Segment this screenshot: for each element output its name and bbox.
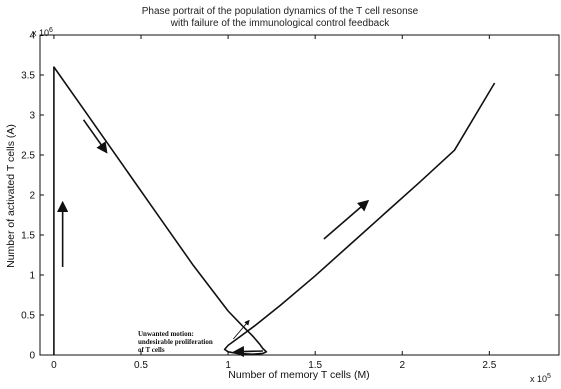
y-axis-label: Number of activated T cells (A) — [5, 124, 17, 268]
x-multiplier-label: x 105 — [530, 373, 551, 384]
x-multiplier-base: x 10 — [530, 374, 547, 384]
x-axis: 0 0.5 1 1.5 2 2.5 — [51, 35, 497, 371]
x-tick-label: 1.5 — [308, 360, 322, 371]
annotation-line-2: undesirable proliferation — [138, 338, 213, 346]
plot-area — [39, 34, 560, 356]
y-tick-label: 2 — [29, 191, 35, 202]
y-multiplier-base: x 10 — [32, 28, 49, 38]
y-tick-label: 1 — [29, 271, 35, 282]
y-tick-label: 1.5 — [21, 231, 35, 242]
y-tick-label: 3.5 — [21, 71, 35, 82]
x-tick-label: 0 — [51, 360, 57, 371]
annotation-line-3: of T cells — [138, 346, 165, 354]
trajectory-line — [53, 66, 496, 355]
direction-arrow — [232, 345, 263, 358]
y-multiplier-exponent: 6 — [49, 27, 53, 34]
y-tick-label: 2.5 — [21, 151, 35, 162]
y-tick-label: 0 — [29, 351, 35, 362]
x-tick-label: 2.5 — [482, 360, 496, 371]
y-multiplier-label: x 106 — [32, 27, 53, 38]
direction-arrow — [323, 199, 370, 240]
direction-arrows — [57, 119, 370, 358]
y-tick-label: 4 — [29, 31, 35, 42]
direction-arrow — [82, 119, 108, 154]
x-multiplier-exponent: 5 — [547, 373, 551, 380]
y-tick-label: 0.5 — [21, 311, 35, 322]
x-tick-label: 1 — [225, 360, 231, 371]
chart-subtitle: with failure of the immunological contro… — [170, 18, 390, 29]
y-axis: 0 0.5 1 1.5 2 2.5 3 3.5 4 — [21, 31, 559, 362]
annotation-line-1: Unwanted motion: — [138, 330, 194, 338]
chart-title: Phase portrait of the population dynamic… — [142, 6, 419, 17]
x-tick-label: 0.5 — [134, 360, 148, 371]
x-axis-label: Number of memory T cells (M) — [228, 369, 369, 381]
annotation-text: Unwanted motion: undesirable proliferati… — [138, 330, 214, 354]
x-tick-label: 2 — [399, 360, 405, 371]
annotation-pointer-arrow — [232, 319, 250, 340]
y-tick-label: 3 — [29, 111, 35, 122]
